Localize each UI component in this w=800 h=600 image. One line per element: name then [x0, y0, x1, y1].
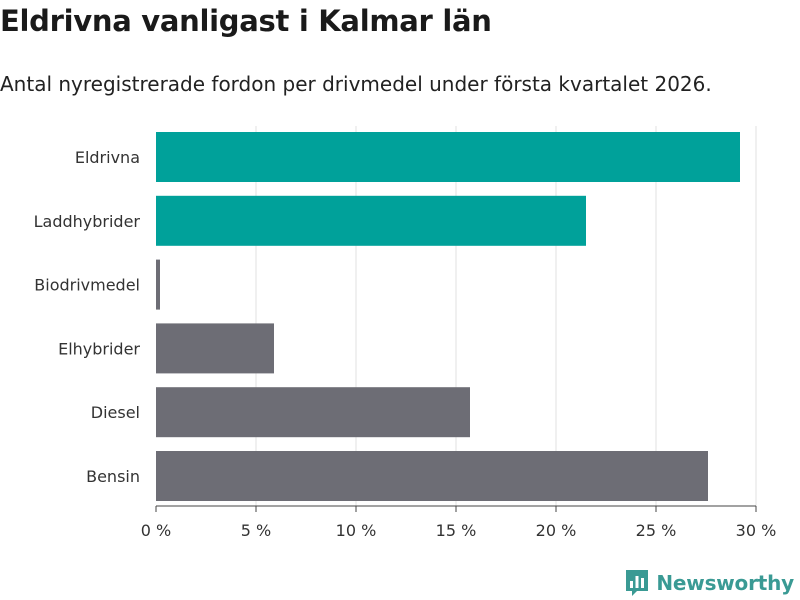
x-tick-label: 20 % — [536, 521, 577, 540]
category-label: Elhybrider — [58, 339, 140, 358]
brand-name: Newsworthy — [656, 571, 794, 595]
x-tick-label: 10 % — [336, 521, 377, 540]
bar-4 — [156, 387, 470, 438]
x-tick-label: 5 % — [241, 521, 271, 540]
x-tick-label: 0 % — [141, 521, 171, 540]
bar-series — [156, 132, 740, 501]
chart-subtitle: Antal nyregistrerade fordon per drivmede… — [0, 72, 712, 96]
chart-title: Eldrivna vanligast i Kalmar län — [0, 4, 492, 38]
x-tick-label: 25 % — [636, 521, 677, 540]
category-label: Eldrivna — [75, 148, 140, 167]
category-label: Bensin — [86, 467, 140, 486]
bar-chart-speech-bubble-icon — [626, 570, 649, 596]
gridlines — [255, 126, 757, 506]
x-tick-label: 30 % — [736, 521, 777, 540]
bar-chart: Eldrivna Laddhybrider Biodrivmedel Elhybrid… — [34, 126, 777, 540]
category-label: Laddhybrider — [34, 212, 141, 231]
category-label: Diesel — [91, 403, 140, 422]
bar-3 — [156, 323, 274, 374]
bar-5 — [156, 451, 708, 501]
newsworthy-brand: Newsworthy — [624, 568, 794, 598]
bar-0 — [156, 132, 740, 182]
bar-1 — [156, 195, 586, 246]
bar-2 — [156, 259, 160, 310]
category-label: Biodrivmedel — [34, 276, 140, 295]
category-labels: Eldrivna Laddhybrider Biodrivmedel Elhybrid… — [34, 148, 141, 486]
x-tick-label: 15 % — [436, 521, 477, 540]
x-axis-ticks: 0 % 5 % 10 % 15 % 20 % 25 % 30 % — [141, 506, 777, 540]
